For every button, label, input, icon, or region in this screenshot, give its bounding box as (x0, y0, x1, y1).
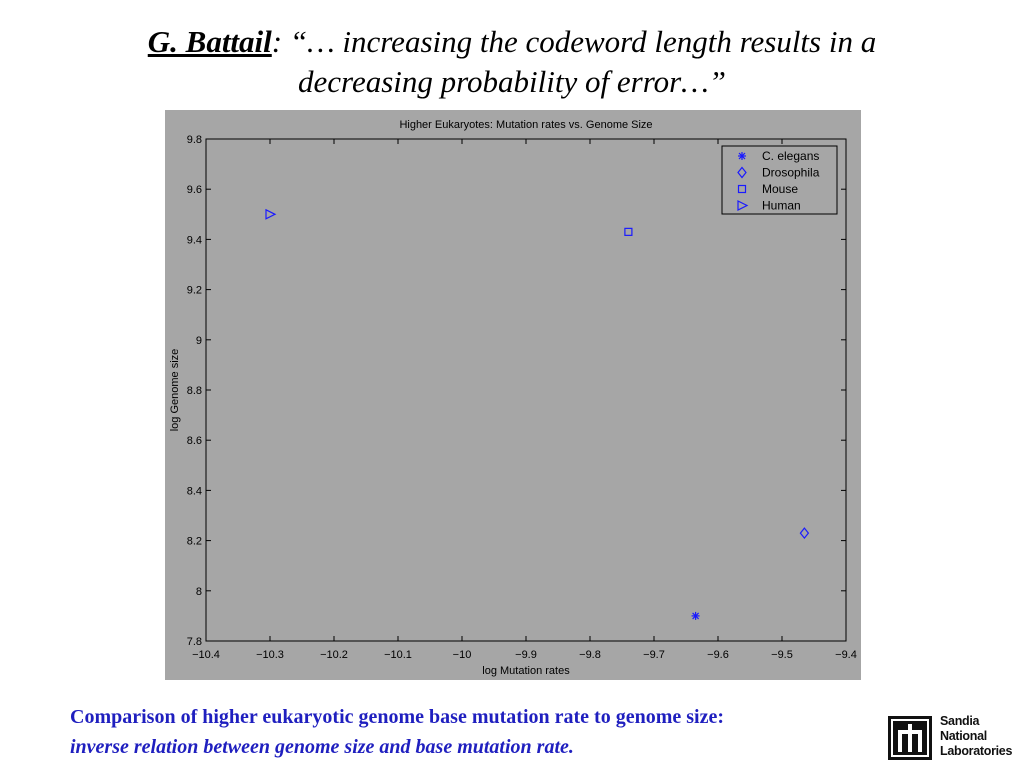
legend-label: Human (762, 199, 801, 213)
legend-marker (737, 184, 747, 194)
x-tick-label: −10.2 (320, 649, 348, 661)
x-tick-label: −9.6 (707, 649, 729, 661)
y-tick-label: 8.6 (187, 435, 202, 447)
x-tick-label: −10 (453, 649, 472, 661)
legend-label: C. elegans (762, 149, 819, 163)
y-tick-label: 9.4 (187, 234, 202, 246)
legend-marker (737, 200, 749, 211)
x-tick-label: −9.7 (643, 649, 665, 661)
x-tick-label: −9.9 (515, 649, 537, 661)
y-axis-label: log Genome size (169, 349, 181, 432)
x-tick-label: −9.4 (835, 649, 857, 661)
title-author: G. Battail (147, 24, 272, 59)
slide-caption: Comparison of higher eukaryotic genome b… (70, 702, 724, 762)
legend-label: Drosophila (762, 166, 820, 180)
data-point-drosophila (799, 527, 810, 540)
y-tick-label: 8 (196, 586, 202, 598)
x-tick-label: −10.4 (192, 649, 220, 661)
x-axis-label: log Mutation rates (482, 665, 570, 677)
logo-line-2: National (940, 729, 987, 743)
x-tick-label: −9.8 (579, 649, 601, 661)
y-tick-label: 7.8 (187, 636, 202, 648)
y-tick-label: 9.6 (187, 184, 202, 196)
title-quote: : “… increasing the codeword length resu… (271, 24, 877, 59)
legend-label: Mouse (762, 182, 798, 196)
caption-line-2: inverse relation between genome size and… (70, 736, 574, 758)
y-tick-label: 9.2 (187, 285, 202, 297)
x-tick-label: −10.1 (384, 649, 412, 661)
slide-title: G. Battail: “… increasing the codeword l… (0, 22, 1024, 102)
y-tick-label: 9.8 (187, 134, 202, 146)
scatter-chart: Higher Eukaryotes: Mutation rates vs. Ge… (165, 110, 861, 680)
legend-marker (737, 166, 747, 179)
y-tick-label: 9 (196, 335, 202, 347)
logo-line-1: Sandia (940, 714, 980, 728)
legend-marker (738, 152, 746, 160)
data-point-human (265, 208, 277, 220)
y-tick-label: 8.2 (187, 536, 202, 548)
title-quote-line2: decreasing probability of error…” (298, 64, 726, 99)
sandia-logo: Sandia National Laboratories (888, 714, 1018, 764)
data-point-mouse (624, 227, 633, 236)
sandia-thunderbird-logo-icon (888, 716, 932, 760)
y-tick-label: 8.8 (187, 385, 202, 397)
chart-title: Higher Eukaryotes: Mutation rates vs. Ge… (399, 119, 652, 131)
caption-line-1: Comparison of higher eukaryotic genome b… (70, 706, 724, 728)
data-point-c-elegans (691, 611, 700, 620)
x-tick-label: −10.3 (256, 649, 284, 661)
x-tick-label: −9.5 (771, 649, 793, 661)
y-tick-label: 8.4 (187, 485, 202, 497)
logo-line-3: Laboratories (940, 744, 1013, 758)
